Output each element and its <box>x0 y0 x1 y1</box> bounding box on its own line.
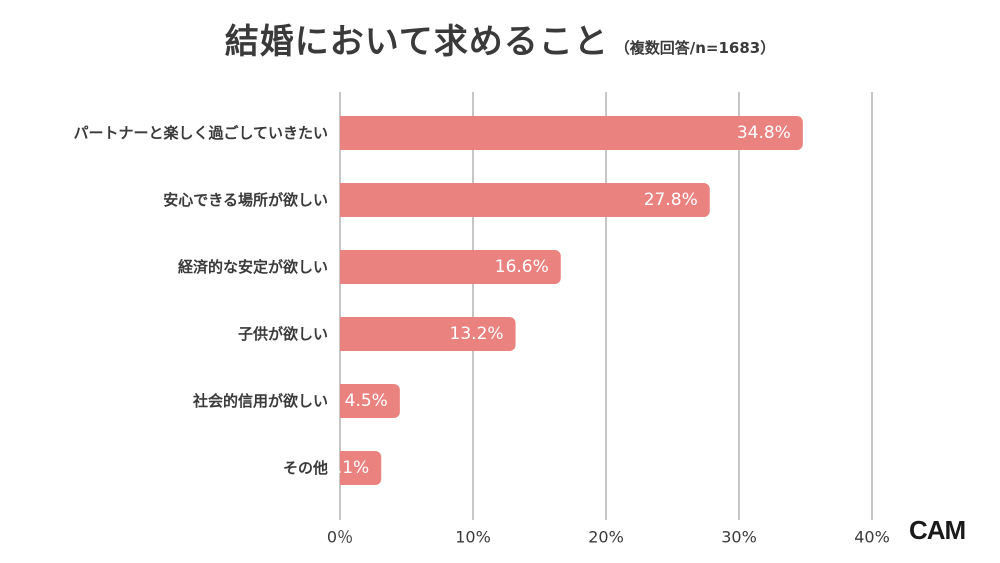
x-tick-label: 10% <box>455 528 491 547</box>
x-tick-label: 40% <box>854 528 890 547</box>
data-label: 3.1% <box>326 458 369 478</box>
data-label: 27.8% <box>644 190 698 210</box>
x-tick-label: 20% <box>588 528 624 547</box>
cam-logo: CAM <box>909 515 966 545</box>
svg-text:CAM: CAM <box>909 515 965 545</box>
category-label: 社会的信用が欲しい <box>192 392 328 410</box>
chart-title-row: 結婚において求めること （複数回答/n=1683） <box>0 14 1000 63</box>
chart-subtitle: （複数回答/n=1683） <box>614 39 776 57</box>
data-label: 16.6% <box>495 257 549 277</box>
data-label: 34.8% <box>737 123 791 143</box>
data-label: 4.5% <box>345 391 388 411</box>
bar <box>340 183 710 217</box>
bar <box>340 451 382 485</box>
x-tick-label: 0％ <box>327 528 353 547</box>
x-tick-label: 30% <box>721 528 757 547</box>
category-label: 安心できる場所が欲しい <box>163 191 328 209</box>
category-label: パートナーと楽しく過ごしていきたい <box>73 124 328 142</box>
data-label: 13.2% <box>450 324 504 344</box>
bar <box>339 116 803 150</box>
bar <box>340 317 516 351</box>
category-label: その他 <box>283 459 328 477</box>
category-label: 子供が欲しい <box>238 325 328 343</box>
bar <box>340 384 400 418</box>
chart-title: 結婚において求めること <box>224 22 609 62</box>
bar <box>340 250 561 284</box>
category-label: 経済的な安定が欲しい <box>178 258 328 276</box>
